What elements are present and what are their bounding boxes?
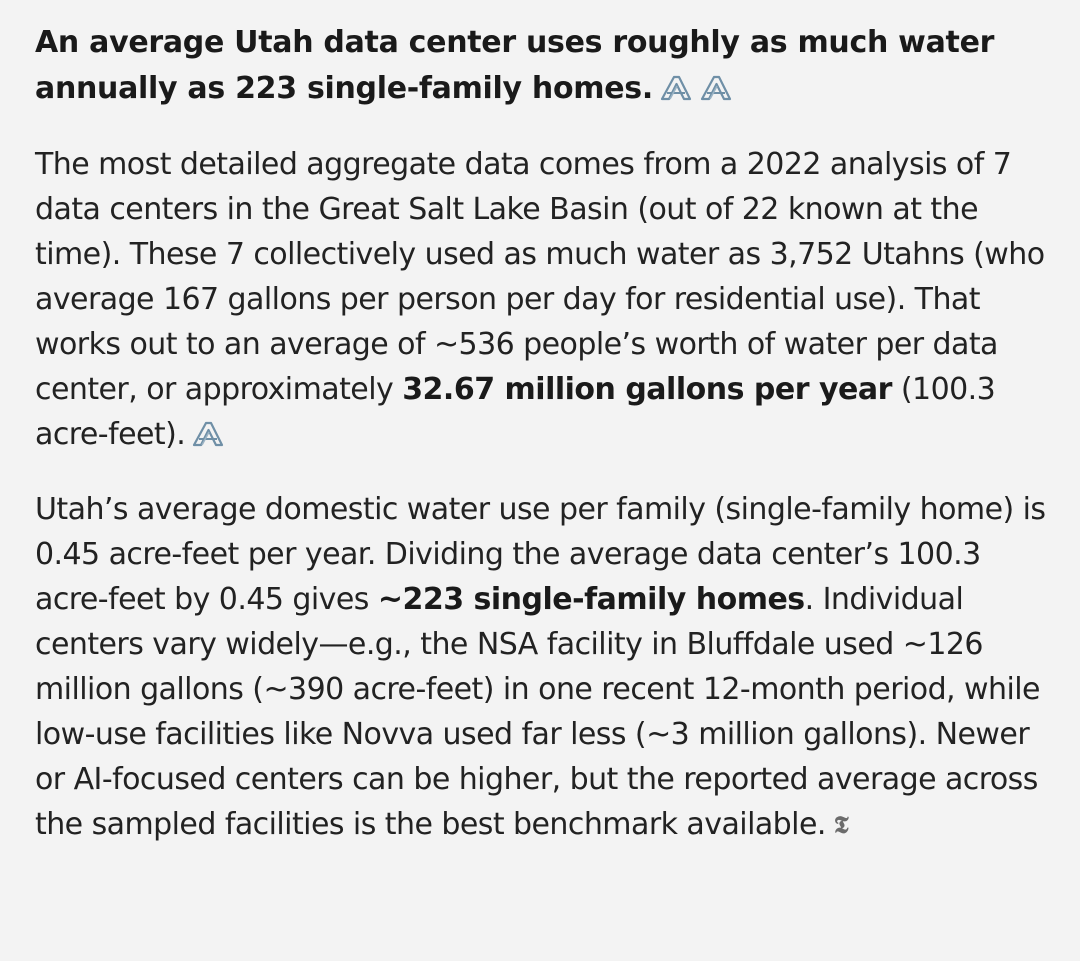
paragraph-text: The most detailed aggregate data comes f… <box>35 147 1045 407</box>
times-logo-icon[interactable]: 𝕿 <box>833 810 849 839</box>
heading-text: An average Utah data center uses roughly… <box>35 25 995 106</box>
answer-heading: An average Utah data center uses roughly… <box>35 20 1055 112</box>
response-body: An average Utah data center uses roughly… <box>35 20 1055 877</box>
source-logo-icon[interactable] <box>191 420 225 448</box>
paragraph-text: . Individual centers vary widely—e.g., t… <box>35 582 1041 842</box>
paragraph-text: (100.3 acre-feet). <box>35 372 996 452</box>
source-logo-icon[interactable] <box>699 74 733 102</box>
paragraph-analysis: The most detailed aggregate data comes f… <box>35 142 1055 457</box>
paragraph-text: Utah’s average domestic water use per fa… <box>35 492 1046 617</box>
paragraph-homes: Utah’s average domestic water use per fa… <box>35 487 1055 847</box>
highlight-homes: ~223 single-family homes <box>377 582 805 617</box>
source-logo-icon[interactable] <box>659 74 693 102</box>
highlight-gallons: 32.67 million gallons per year <box>402 372 892 407</box>
